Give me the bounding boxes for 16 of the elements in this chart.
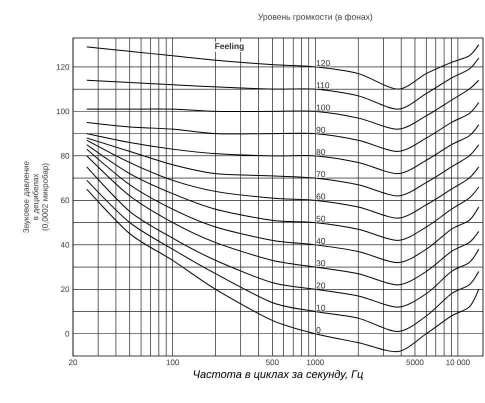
series-label: 0 [316, 326, 320, 333]
series-label: 10 [316, 304, 326, 311]
series-label: 110 [316, 82, 330, 88]
series-label: 70 [316, 171, 326, 178]
series-label: 100 [316, 104, 330, 111]
series-label: 80 [316, 149, 326, 156]
series-label: 50 [316, 216, 326, 222]
series-label: 30 [316, 260, 326, 266]
x-axis-title: Частота в циклах за секунду, Гц [194, 370, 363, 380]
series-label: 20 [316, 282, 326, 288]
series-label: 60 [316, 194, 326, 200]
annotation: Feeling [215, 42, 244, 51]
series-label: 90 [316, 126, 326, 133]
chart-title: Уровень громкости (в фонах) [258, 14, 372, 22]
series-label: 40 [316, 238, 326, 244]
series-label: 120 [316, 60, 330, 66]
